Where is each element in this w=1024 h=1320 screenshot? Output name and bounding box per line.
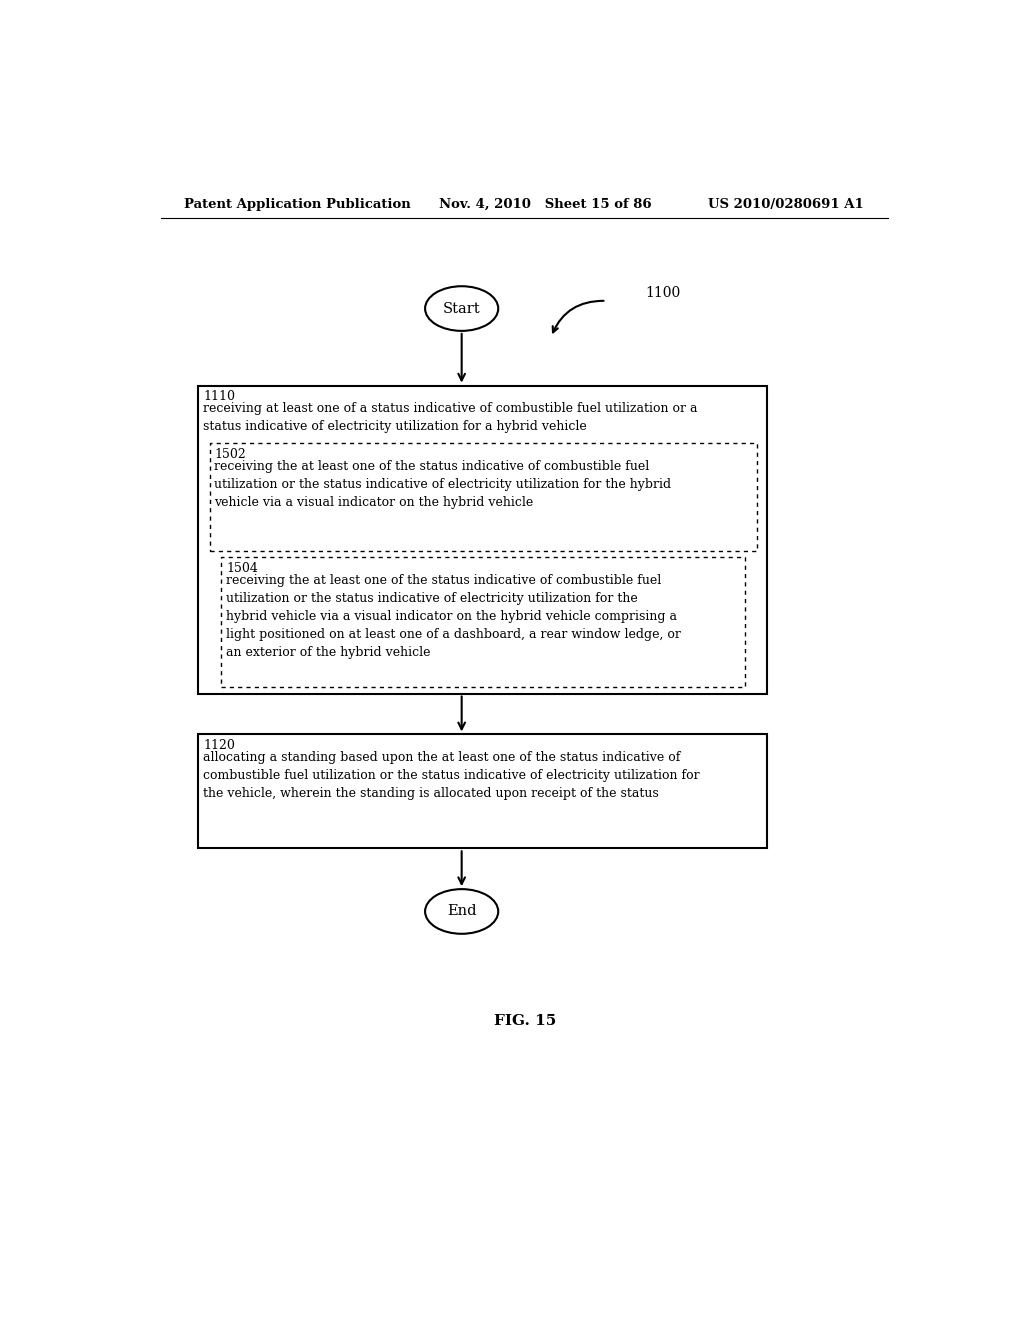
Text: 1502: 1502 bbox=[214, 447, 246, 461]
Text: 1100: 1100 bbox=[645, 286, 680, 300]
Text: 1120: 1120 bbox=[203, 739, 234, 752]
Ellipse shape bbox=[425, 286, 499, 331]
Text: 1110: 1110 bbox=[203, 391, 234, 403]
Bar bbox=[221, 557, 745, 686]
Text: Start: Start bbox=[442, 301, 480, 315]
Text: Nov. 4, 2010   Sheet 15 of 86: Nov. 4, 2010 Sheet 15 of 86 bbox=[438, 198, 651, 211]
Text: US 2010/0280691 A1: US 2010/0280691 A1 bbox=[708, 198, 864, 211]
Bar bbox=[199, 734, 767, 849]
Text: receiving at least one of a status indicative of combustible fuel utilization or: receiving at least one of a status indic… bbox=[203, 403, 697, 433]
Text: receiving the at least one of the status indicative of combustible fuel
utilizat: receiving the at least one of the status… bbox=[214, 461, 672, 510]
Text: FIG. 15: FIG. 15 bbox=[494, 1014, 556, 1028]
Text: allocating a standing based upon the at least one of the status indicative of
co: allocating a standing based upon the at … bbox=[203, 751, 699, 800]
Text: Patent Application Publication: Patent Application Publication bbox=[184, 198, 412, 211]
Text: 1504: 1504 bbox=[226, 562, 258, 576]
Text: End: End bbox=[446, 904, 476, 919]
Bar bbox=[210, 444, 757, 552]
Bar bbox=[199, 385, 767, 693]
Text: receiving the at least one of the status indicative of combustible fuel
utilizat: receiving the at least one of the status… bbox=[226, 574, 681, 659]
Ellipse shape bbox=[425, 890, 499, 933]
